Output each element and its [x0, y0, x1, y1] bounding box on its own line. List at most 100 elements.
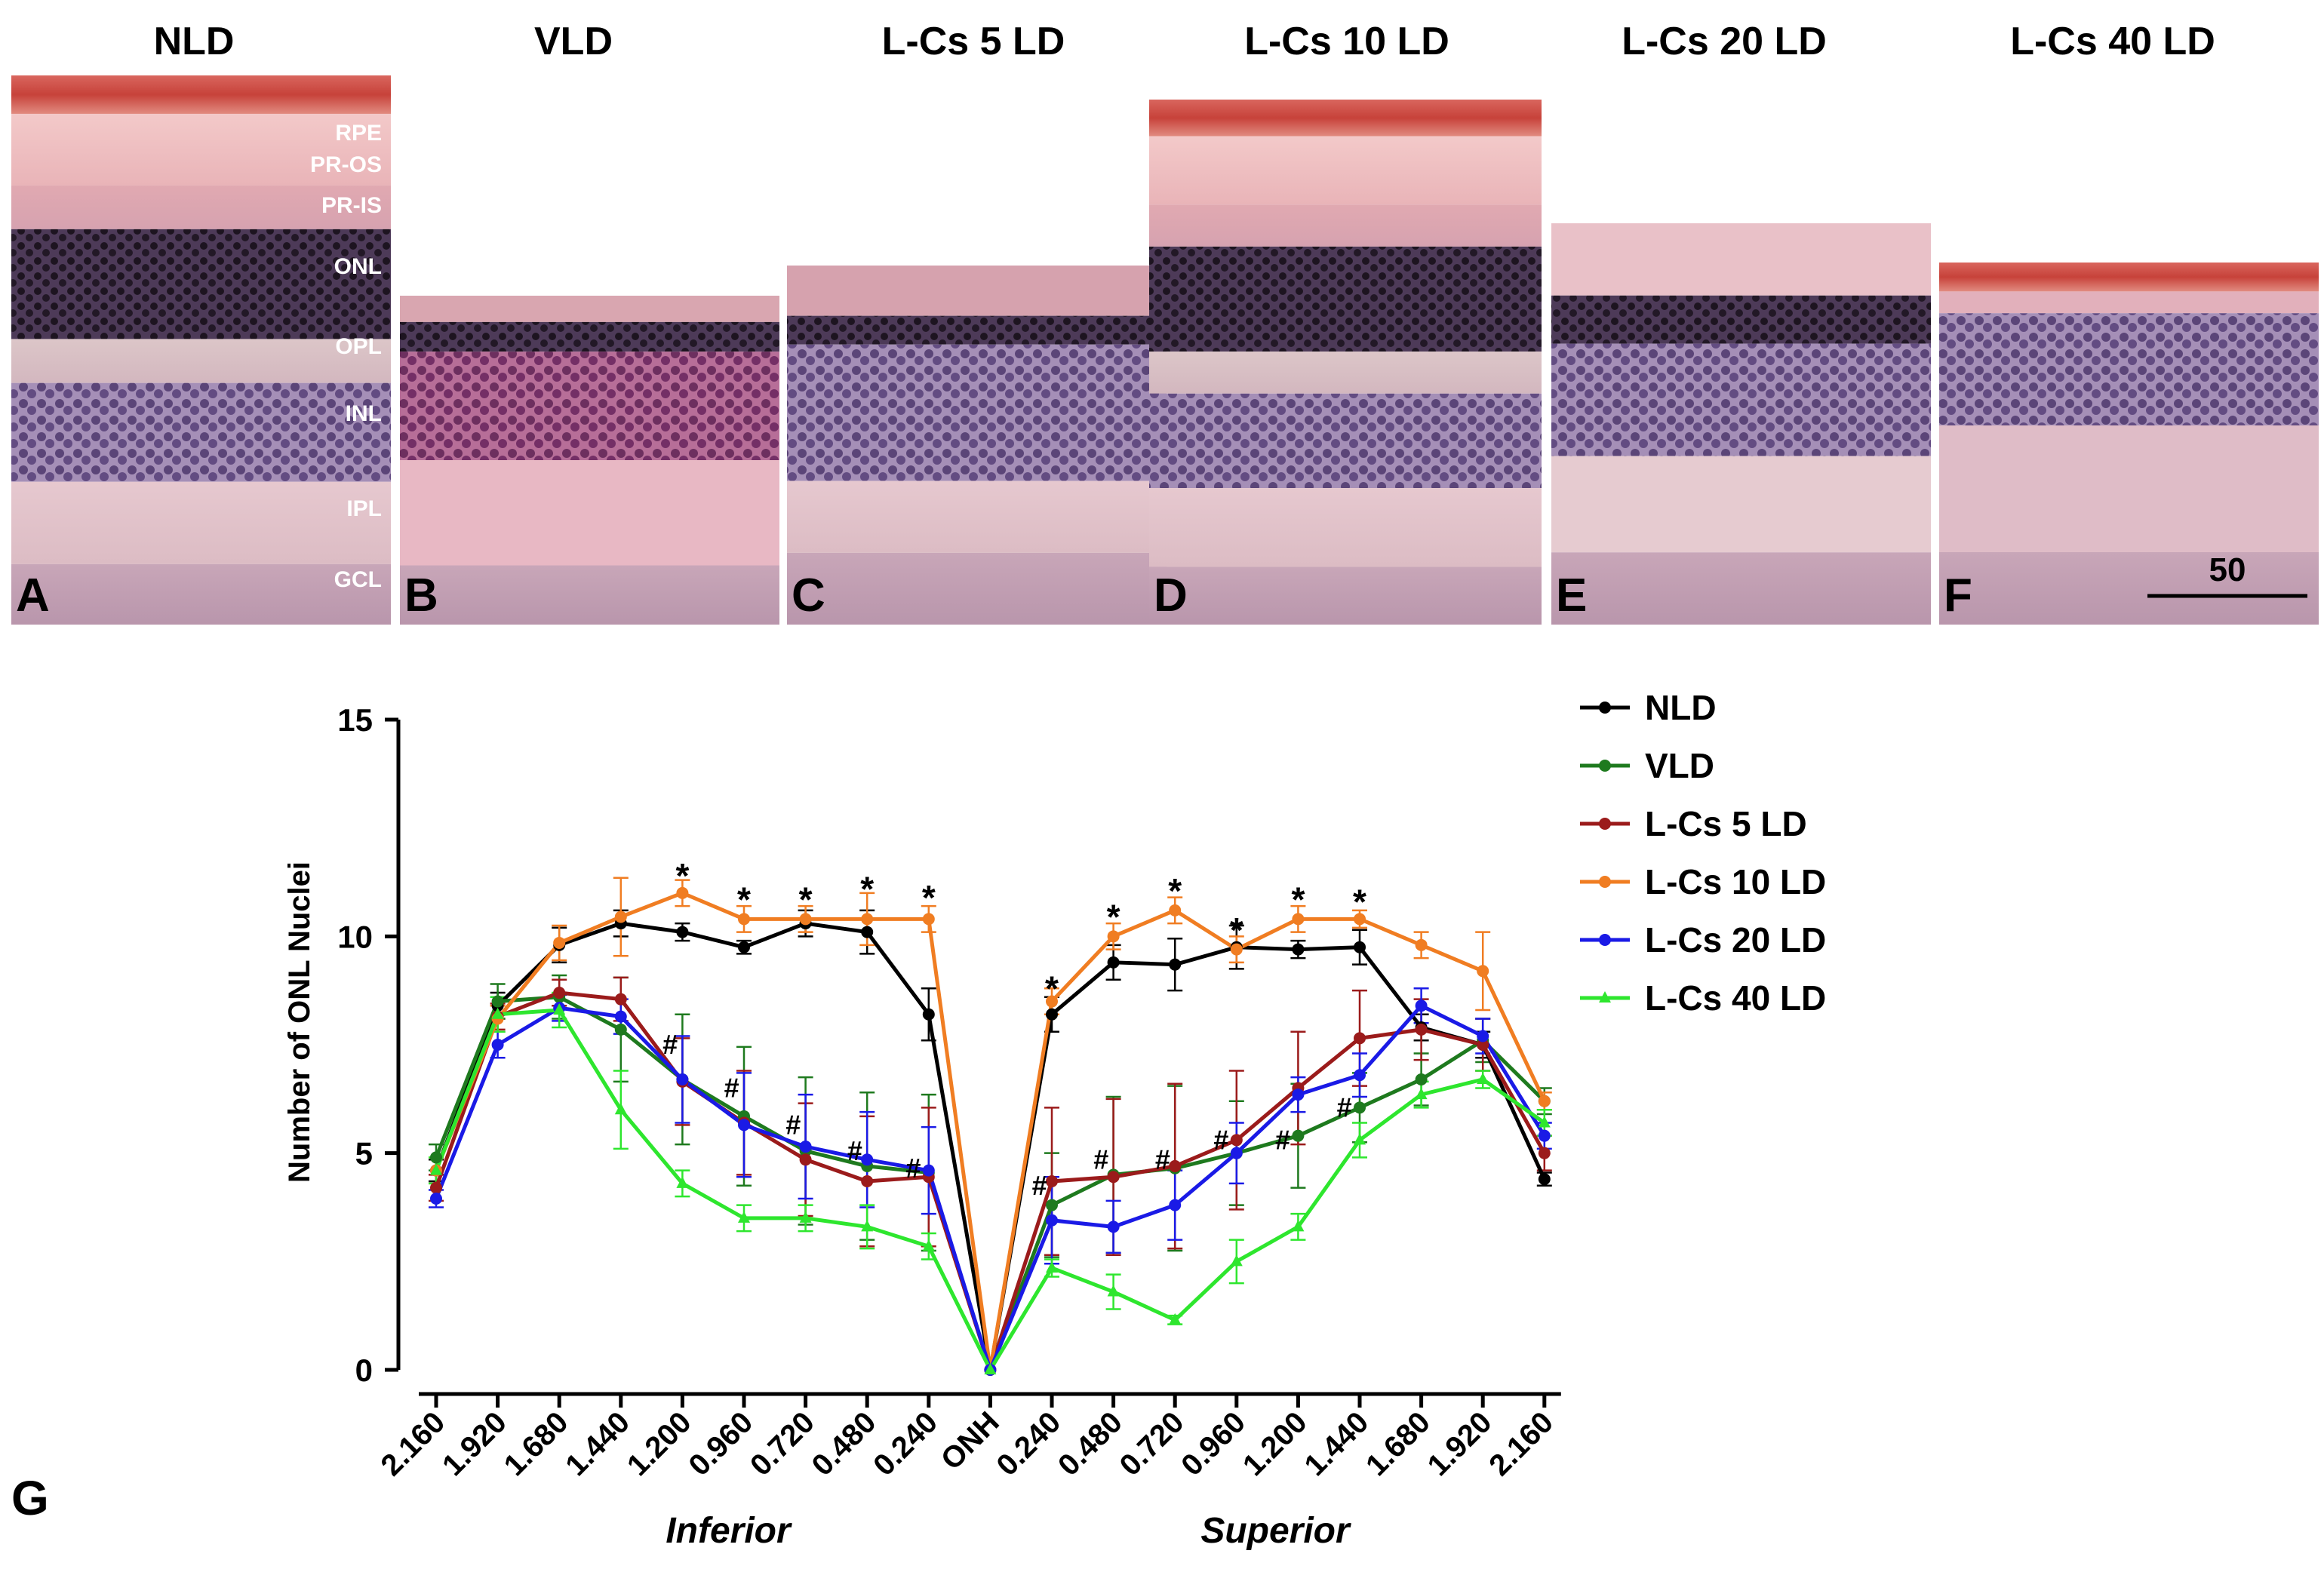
data-point-l-cs-5-ld [1477, 1039, 1489, 1051]
data-point-vld [1415, 1073, 1428, 1085]
data-point-l-cs-10-ld [1477, 965, 1489, 978]
legend-label: VLD [1645, 746, 1714, 785]
histology-panel-l-cs-10-ld: L-Cs 10 LD D [1149, 20, 1542, 625]
retina-layer-band [1149, 566, 1542, 625]
data-point-l-cs-40-ld [1538, 1116, 1551, 1128]
data-point-vld [491, 995, 504, 1008]
significance-hash: # [662, 1029, 678, 1060]
retina-layer-band [11, 481, 391, 564]
panel-letter-b: B [404, 570, 438, 622]
x-tick-label: 2.160 [1483, 1405, 1560, 1482]
histology-panel-nld: NLD A [11, 20, 391, 625]
x-tick-label: 0.480 [806, 1405, 883, 1482]
legend-label: L-Cs 10 LD [1645, 862, 1826, 901]
legend-swatch-marker [1599, 818, 1611, 830]
panel-letter-d: D [1154, 570, 1188, 622]
significance-star: * [737, 880, 751, 920]
layer-label-onl: ONL [334, 254, 382, 279]
retina-layer-band [400, 565, 779, 625]
retina-layer-band [787, 266, 1167, 316]
data-point-l-cs-5-ld [1169, 1159, 1182, 1172]
panel-title: L-Cs 10 LD [1244, 20, 1449, 63]
legend-label: L-Cs 5 LD [1645, 804, 1807, 843]
significance-star: * [1045, 969, 1059, 1009]
retina-layer-band [1551, 343, 1931, 456]
data-point-l-cs-20-ld [861, 1153, 874, 1166]
data-point-l-cs-40-ld [430, 1163, 442, 1175]
retina-layer-band [1551, 456, 1931, 553]
data-point-l-cs-20-ld [614, 1010, 627, 1023]
x-tick-label: 1.200 [1237, 1405, 1314, 1482]
x-tick-label: 1.920 [436, 1405, 513, 1482]
x-tick-label: 0.960 [682, 1405, 759, 1482]
scale-bar-label: 50 [2209, 551, 2246, 588]
data-point-nld [738, 941, 750, 953]
histology-panels: NLD A VLD B L-Cs 5 LD C L-Cs 10 LD D L-Cs 20 LD E… [11, 20, 2319, 625]
data-point-l-cs-5-ld [799, 1153, 812, 1166]
retina-layer-band [1149, 136, 1542, 205]
x-tick-label: 0.960 [1175, 1405, 1252, 1482]
data-point-l-cs-10-ld [799, 913, 812, 926]
data-point-l-cs-5-ld [1107, 1171, 1120, 1184]
data-point-l-cs-40-ld [1292, 1220, 1305, 1232]
data-point-l-cs-40-ld [1230, 1254, 1243, 1267]
histology-image [11, 75, 391, 625]
x-tick-label: 0.240 [990, 1405, 1067, 1482]
retina-layer-band [1939, 552, 2319, 625]
data-point-l-cs-5-ld [430, 1181, 442, 1194]
legend-swatch-marker [1599, 702, 1611, 714]
data-point-l-cs-5-ld [553, 987, 566, 999]
series-markers [430, 886, 1551, 1376]
significance-star: * [675, 856, 689, 895]
retina-layer-band [787, 315, 1167, 345]
data-point-l-cs-10-ld [676, 886, 689, 899]
data-point-l-cs-10-ld [1538, 1095, 1551, 1107]
significance-hash: # [724, 1072, 739, 1103]
data-point-l-cs-20-ld [1538, 1129, 1551, 1142]
data-point-l-cs-10-ld [1292, 913, 1305, 926]
series-line-nld [434, 921, 1547, 1372]
significance-star: * [860, 869, 874, 908]
data-point-l-cs-10-ld [861, 913, 874, 926]
data-point-vld [1354, 1101, 1366, 1114]
retina-layer-band [787, 344, 1167, 481]
histology-image [1551, 223, 1931, 625]
y-tick-label: 10 [337, 919, 373, 954]
retina-layer-band [1939, 313, 2319, 425]
retina-layer-band [11, 113, 391, 186]
retina-layer-band [400, 460, 779, 566]
data-point-l-cs-40-ld [1107, 1285, 1120, 1297]
data-point-nld [922, 1008, 935, 1021]
legend-item-l-cs-5-ld: L-Cs 5 LD [1580, 804, 1807, 843]
significance-hash: # [1032, 1170, 1047, 1201]
legend-item-nld: NLD [1580, 688, 1717, 727]
data-point-l-cs-40-ld [922, 1239, 935, 1251]
layer-label-inl: INL [346, 401, 382, 426]
panel-title: L-Cs 20 LD [1622, 20, 1827, 63]
error-bars [429, 877, 1552, 1325]
histology-panel-vld: VLD B [400, 20, 779, 625]
series-line-l-cs-40-ld [434, 1008, 1546, 1372]
significance-star: * [1168, 871, 1182, 910]
data-point-l-cs-20-ld [1415, 999, 1428, 1012]
series-line-l-cs-5-ld [434, 990, 1546, 1372]
retina-layer-band [1551, 295, 1931, 344]
retina-layer-band [1149, 488, 1542, 567]
significance-hash: # [1155, 1144, 1170, 1174]
data-point-l-cs-10-ld [1415, 938, 1428, 951]
data-point-l-cs-40-ld [1046, 1260, 1058, 1273]
panel-title: L-Cs 40 LD [2010, 20, 2215, 63]
legend-item-l-cs-20-ld: L-Cs 20 LD [1580, 920, 1826, 960]
panel-letter-e: E [1556, 570, 1587, 622]
x-tick-label: 1.920 [1422, 1405, 1499, 1482]
layer-label-gcl: GCL [334, 567, 382, 592]
retina-layer-band [1551, 552, 1931, 625]
data-point-nld [1538, 1173, 1551, 1186]
data-point-l-cs-40-ld [799, 1211, 812, 1223]
data-point-vld [1292, 1129, 1305, 1142]
y-tick-label: 0 [355, 1353, 373, 1388]
retina-layer-band [400, 321, 779, 352]
data-point-l-cs-10-ld [1169, 904, 1182, 917]
x-tick-label: ONH [935, 1405, 1006, 1476]
